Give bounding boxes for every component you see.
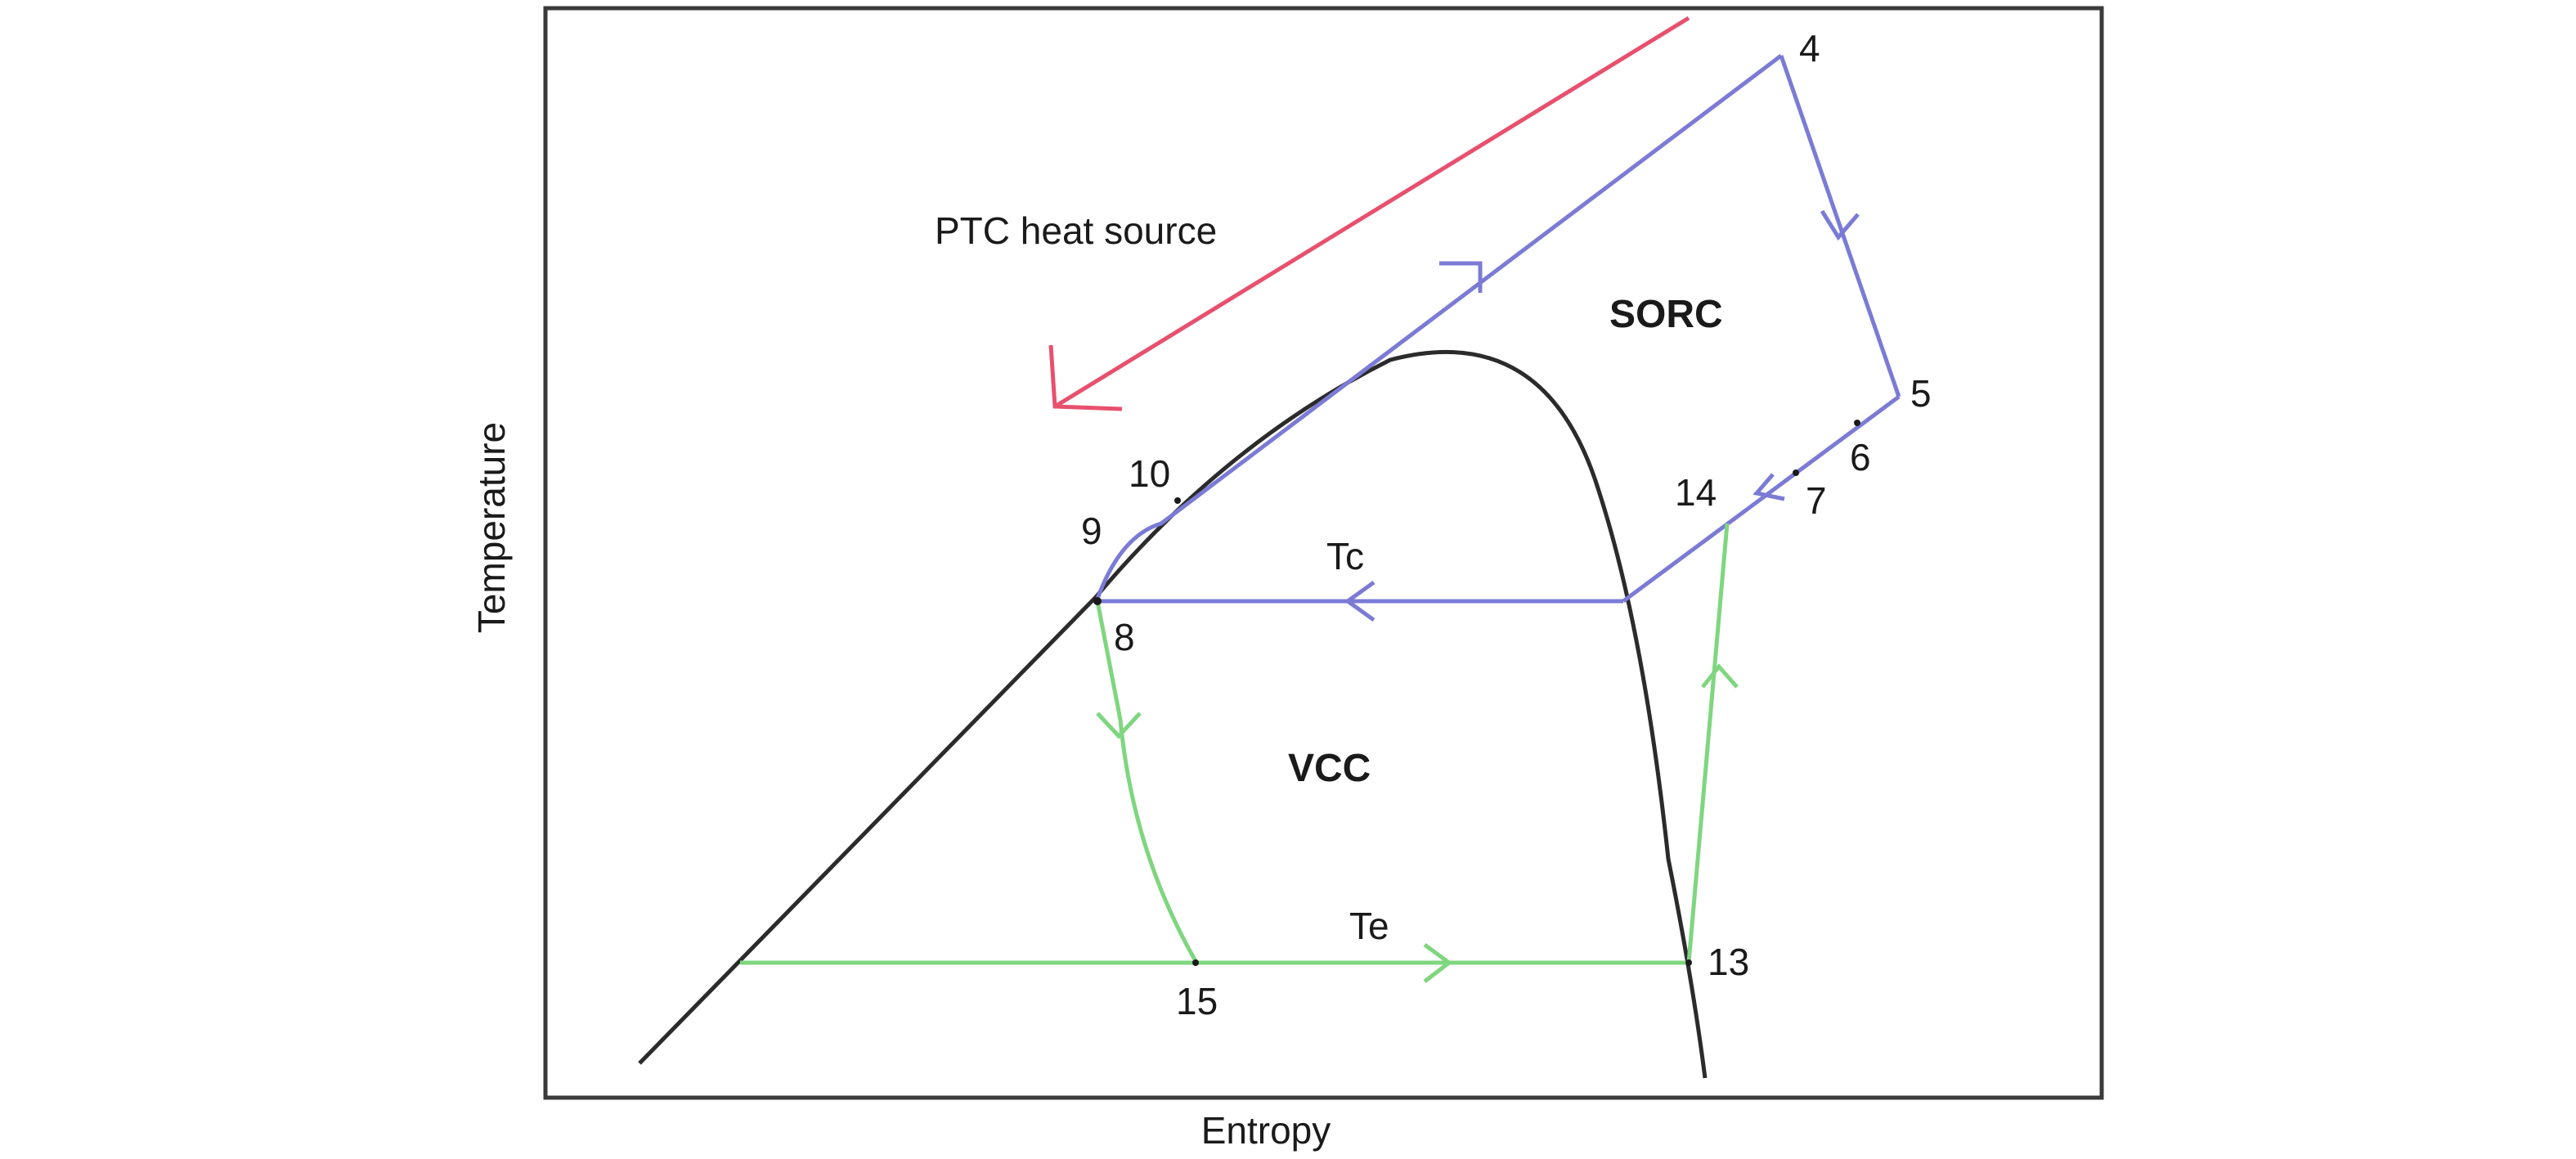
sorc-regeneration-path [1622, 394, 1901, 604]
y-axis-title: Temperature [470, 422, 513, 633]
sorc-chevron-expansion [1820, 209, 1860, 241]
heat-source-label: PTC heat source [935, 209, 1217, 252]
state-point-markers [1093, 420, 1860, 966]
point-6-marker [1854, 420, 1860, 426]
point-label-14: 14 [1675, 471, 1717, 514]
condensing-temp-label: Tc [1326, 535, 1364, 577]
x-axis-title: Entropy [1201, 1109, 1331, 1152]
point-label-8: 8 [1114, 616, 1135, 658]
point-label-9: 9 [1081, 510, 1102, 552]
vcc-expansion-path [1095, 600, 1198, 963]
evaporating-temp-label: Te [1349, 905, 1389, 947]
point-13-marker [1685, 959, 1692, 966]
vcc-compression-path [1686, 523, 1730, 964]
point-label-5: 5 [1910, 372, 1932, 415]
point-label-4: 4 [1799, 27, 1820, 70]
vcc-chevron-compression [1701, 663, 1739, 689]
vcc-region-label: VCC [1288, 747, 1371, 790]
point-8-marker [1093, 597, 1102, 605]
vcc-cycle [740, 523, 1739, 983]
point-15-marker [1192, 959, 1199, 966]
sorc-chevron-condense [1344, 580, 1376, 622]
point-label-13: 13 [1708, 941, 1749, 983]
sorc-expansion-path [1779, 55, 1901, 398]
saturation-dome [638, 349, 1708, 1079]
point-10-marker [1174, 497, 1181, 504]
sorc-chevron-regen [1752, 473, 1785, 501]
point-label-15: 15 [1176, 980, 1218, 1022]
point-label-7: 7 [1806, 479, 1827, 522]
sorc-cycle [1095, 54, 1901, 622]
sorc-chevron-heating [1439, 261, 1483, 293]
sorc-heating-path [1095, 54, 1783, 600]
point-7-marker [1793, 469, 1799, 476]
vcc-chevron-expansion [1096, 712, 1142, 739]
point-label-6: 6 [1850, 436, 1871, 478]
vcc-chevron-evaporation [1423, 942, 1453, 983]
sorc-region-label: SORC [1609, 293, 1723, 336]
point-label-10: 10 [1129, 452, 1170, 495]
heat-source-arrow [1048, 16, 1690, 411]
plot-frame [543, 6, 2104, 1100]
